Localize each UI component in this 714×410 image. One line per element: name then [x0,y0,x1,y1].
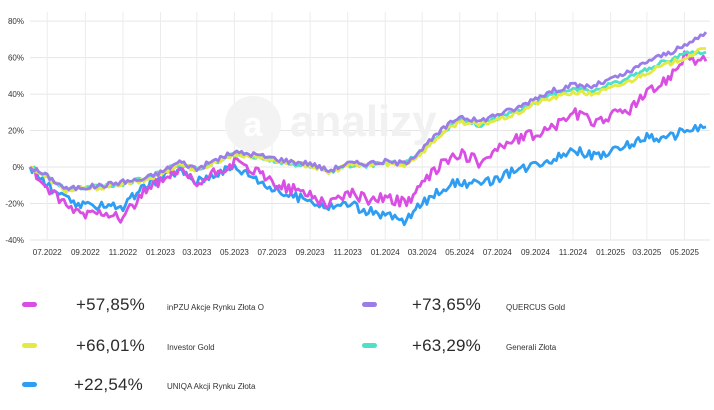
legend: +57,85% inPZU Akcje Rynku Złota O +73,65… [0,282,714,402]
watermark-text: analizy [290,97,437,146]
legend-swatch [362,342,377,348]
x-tick-label: 09.2024 [521,248,550,257]
legend-item-quercus [362,294,377,314]
legend-name: Investor Gold [167,343,215,352]
x-tick-label: 05.2023 [220,248,249,257]
watermark-logo: a analizy [225,96,437,152]
legend-item-investor [22,335,37,355]
y-tick-label: -20% [5,200,24,209]
x-tick-label: 05.2025 [670,248,699,257]
legend-swatch [22,381,37,387]
x-tick-label: 07.2024 [483,248,512,257]
series-lines [28,31,708,227]
x-tick-label: 07.2023 [257,248,286,257]
x-tick-label: 11.2022 [109,248,138,257]
x-tick-label: 01.2025 [596,248,625,257]
y-tick-label: 0% [12,163,24,172]
legend-name: Generali Złota [506,343,557,352]
y-tick-label: 60% [8,54,24,63]
legend-item-inpzu [22,294,37,314]
x-tick-label: 11.2023 [334,248,363,257]
legend-item-generali [362,335,377,355]
legend-value: +66,01% [76,336,145,355]
chart: a analizy 80% 60% 40% 20% 0% -20% -40% 07.2022… [5,12,710,257]
legend-name: QUERCUS Gold [506,303,566,312]
y-tick-label: 80% [8,17,24,26]
legend-value: +73,65% [412,295,481,314]
legend-name: UNIQA Akcji Rynku Złota [167,382,256,391]
y-tick-label: 20% [8,127,24,136]
legend-item-uniqa [22,374,37,394]
svg-text:a: a [244,106,264,144]
x-tick-label: 11.2024 [559,248,588,257]
x-axis: 07.2022 09.2022 11.2022 01.2023 03.2023 05.20… [33,248,700,257]
legend-name: inPZU Akcje Rynku Złota O [167,303,264,312]
legend-swatch [362,301,377,307]
y-axis: 80% 60% 40% 20% 0% -20% -40% [5,17,24,245]
series-line [29,50,708,224]
x-tick-label: 03.2025 [632,248,661,257]
x-tick-label: 03.2024 [408,248,437,257]
y-tick-label: 40% [8,90,24,99]
x-tick-label: 05.2024 [445,248,474,257]
y-tick-label: -40% [5,236,24,245]
x-tick-label: 09.2023 [296,248,325,257]
x-tick-label: 07.2022 [33,248,62,257]
legend-swatch [22,301,37,307]
x-tick-label: 01.2023 [146,248,175,257]
legend-value: +63,29% [412,336,481,355]
x-tick-label: 09.2022 [71,248,100,257]
x-tick-label: 03.2023 [182,248,211,257]
series-line [28,31,708,192]
legend-swatch [22,342,37,348]
legend-value: +22,54% [74,375,143,394]
legend-value: +57,85% [76,295,145,314]
x-tick-label: 01.2024 [371,248,400,257]
series-line [28,123,707,227]
